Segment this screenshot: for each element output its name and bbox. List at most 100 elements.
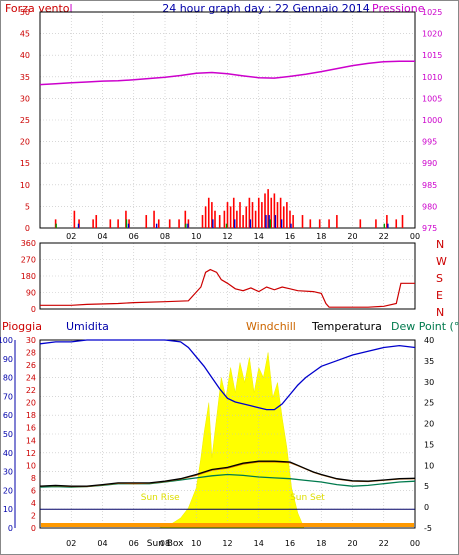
- direction-panel-frame: [39, 242, 416, 310]
- temperature-tick-label: 30: [424, 378, 434, 387]
- time-tick-label: 00: [410, 232, 420, 241]
- dewpoint-title: Dew Point (°C: [391, 320, 459, 333]
- temperature-tick-label: 5: [424, 482, 429, 491]
- time-tick-label: 12: [222, 232, 232, 241]
- direction-tick-label: 180: [21, 272, 36, 281]
- rain-tick-label: 8: [31, 474, 36, 483]
- rain-tick-label: 14: [26, 436, 36, 445]
- temperature-tick-label: 35: [424, 357, 434, 366]
- rain-baseline-bar: [41, 523, 414, 527]
- time-tick-label: 18: [316, 539, 326, 548]
- direction-tick-label: 270: [21, 256, 36, 265]
- compass-letter: N: [436, 238, 444, 251]
- temperature-axis-ticks: -5 0 5 10 15 20 25 30 35 40: [424, 336, 434, 533]
- wind-tick-label: 5: [25, 202, 30, 211]
- time-tick-label: 16: [285, 232, 295, 241]
- pressure-tick-label: 985: [422, 181, 437, 190]
- pressure-tick-label: 1000: [422, 116, 442, 125]
- sun-rise-label: Sun Rise: [141, 493, 180, 503]
- humidity-tick-label: 50: [3, 430, 13, 439]
- rain-tick-label: 2: [31, 511, 36, 520]
- wind-tick-label: 15: [20, 159, 30, 168]
- pressure-tick-label: 1025: [422, 8, 442, 17]
- time-tick-label: 00: [410, 539, 420, 548]
- humidity-tick-label: 40: [3, 449, 13, 458]
- time-tick-label: 18: [316, 232, 326, 241]
- humidity-tick-label: 90: [3, 355, 13, 364]
- time-tick-label: 16: [285, 539, 295, 548]
- time-tick-label: 08: [160, 232, 170, 241]
- time-tick-label: 02: [66, 539, 76, 548]
- pressure-tick-label: 1010: [422, 73, 442, 82]
- pressure-tick-label: 1020: [422, 30, 442, 39]
- rain-tick-label: 0: [31, 524, 36, 533]
- pressure-title: Pressione: [372, 2, 425, 15]
- rain-tick-label: 30: [26, 336, 36, 345]
- time-tick-label: 22: [379, 232, 389, 241]
- time-tick-label: 10: [191, 539, 201, 548]
- time-tick-label: 22: [379, 539, 389, 548]
- pressure-tick-label: 975: [422, 224, 437, 233]
- solar-area: [158, 352, 305, 529]
- rain-tick-label: 4: [31, 499, 36, 508]
- direction-panel-grid: [40, 243, 416, 309]
- humidity-axis-ticks: 0 10 20 30 40 50 60 70 80 90 100: [0, 336, 16, 533]
- rain-tick-label: 18: [26, 411, 36, 420]
- wind-average-alt-bars: [55, 219, 386, 228]
- pressure-tick-label: 1015: [422, 51, 442, 60]
- compass-letter: E: [436, 289, 443, 302]
- chart-title: 24 hour graph day : 22 Gennaio 2014: [162, 2, 370, 15]
- time-tick-label: 10: [191, 232, 201, 241]
- wind-tick-label: 25: [20, 116, 30, 125]
- humidity-tick-label: 0: [8, 524, 13, 533]
- humidity-tick-label: 30: [3, 468, 13, 477]
- temperature-tick-label: 0: [424, 503, 429, 512]
- time-tick-label: 06: [129, 539, 139, 548]
- rain-tick-label: 20: [26, 399, 36, 408]
- temperature-title: Temperatura: [311, 320, 382, 333]
- rain-tick-label: 10: [26, 461, 36, 470]
- temperature-tick-label: 20: [424, 420, 434, 429]
- time-tick-label: 08: [160, 539, 170, 548]
- direction-tick-label: 360: [21, 239, 36, 248]
- wind-axis-ticks: 0 5 10 15 20 25 30 35 40 45 50: [20, 8, 30, 233]
- pressure-tick-label: 980: [422, 202, 437, 211]
- rain-tick-label: 16: [26, 424, 36, 433]
- rain-tick-label: 22: [26, 386, 36, 395]
- wind-panel-grid: [40, 12, 416, 228]
- wind-average-bars: [77, 215, 389, 228]
- wind-tick-label: 0: [25, 224, 30, 233]
- sun-set-label: Sun Set: [290, 493, 325, 503]
- temperature-tick-label: 10: [424, 461, 434, 470]
- direction-axis-ticks: 0 90 180 270 360: [21, 239, 36, 314]
- time-tick-label: 14: [254, 539, 264, 548]
- temperature-line: [39, 460, 416, 487]
- wind-tick-label: 20: [20, 138, 30, 147]
- temperature-tick-label: 40: [424, 336, 434, 345]
- rain-tick-label: 28: [26, 349, 36, 358]
- rain-title: Pioggia: [2, 320, 42, 333]
- humidity-line: [39, 339, 416, 411]
- sun-box-label: Sun Box: [147, 539, 184, 549]
- wind-speed-title: Forza ventol: [5, 2, 73, 15]
- compass-letter: N: [436, 306, 444, 319]
- temperature-tick-label: 25: [424, 399, 434, 408]
- pressure-line: [39, 60, 415, 86]
- wind-tick-label: 45: [20, 30, 30, 39]
- wind-tick-label: 10: [20, 181, 30, 190]
- time-tick-label: 20: [347, 539, 357, 548]
- wind-gust-bars: [54, 189, 404, 228]
- time-tick-label: 20: [347, 232, 357, 241]
- rain-tick-label: 24: [26, 374, 36, 383]
- pressure-tick-label: 995: [422, 138, 437, 147]
- time-tick-label: 04: [97, 539, 107, 548]
- wind-tick-label: 40: [20, 51, 30, 60]
- climate-panel-frame: [39, 339, 416, 529]
- pressure-tick-label: 990: [422, 159, 437, 168]
- temperature-tick-label: -5: [424, 524, 432, 533]
- humidity-tick-label: 10: [3, 505, 13, 514]
- wind-tick-label: 30: [20, 94, 30, 103]
